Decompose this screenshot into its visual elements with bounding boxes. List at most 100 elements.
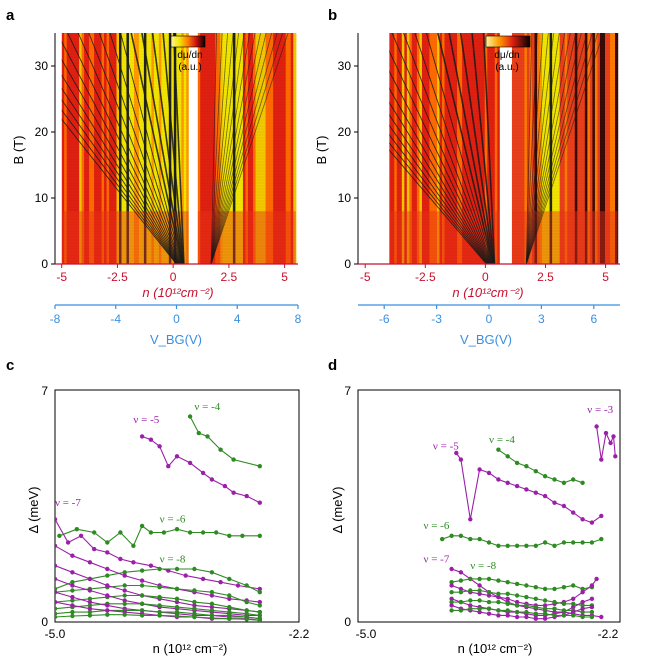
data-point	[589, 614, 595, 620]
data-point	[200, 576, 206, 582]
heatmap-strip	[106, 33, 110, 264]
heatmap-strip	[119, 33, 123, 264]
series-line	[55, 519, 260, 590]
vbg-tick-label: 8	[295, 312, 302, 326]
data-point	[240, 533, 245, 538]
data-point	[139, 613, 145, 618]
vbg-tick-label: 0	[486, 312, 493, 326]
heatmap-strip	[126, 33, 130, 264]
data-point	[589, 583, 595, 588]
heatmap-landau-line	[391, 33, 492, 264]
heatmap-xtick-label: 2.5	[537, 270, 554, 284]
heatmap-strip	[104, 33, 108, 264]
gap-plot-d-frame	[357, 389, 621, 623]
heatmap-b-y-ticks: 0 10 20 30	[338, 59, 358, 271]
heatmap-landau-line-right	[210, 33, 228, 264]
heatmap-strip	[222, 33, 226, 264]
heatmap-landau-line-right	[525, 33, 533, 264]
heatmap-strip	[607, 33, 611, 264]
series-line	[451, 598, 593, 616]
data-point	[257, 586, 262, 592]
vbg-tick-label: -4	[110, 312, 121, 326]
heatmap-ytick-label: 30	[338, 59, 352, 73]
heatmap-ytick-label: 10	[35, 191, 49, 205]
heatmap-strip	[278, 33, 282, 264]
heatmap-landau-line-right	[210, 33, 234, 264]
data-point	[187, 414, 193, 419]
data-point	[55, 563, 58, 568]
heatmap-empty-left	[55, 33, 62, 264]
data-point	[552, 599, 557, 605]
data-point	[561, 601, 567, 606]
data-point	[486, 470, 492, 476]
heatmap-gap	[188, 33, 198, 264]
heatmap-landau-line	[448, 33, 494, 264]
heatmap-strip	[542, 33, 546, 264]
data-point	[477, 576, 482, 582]
heatmap-a-vbg-ticks: -8 -4 0 4 8	[50, 305, 302, 326]
data-point	[174, 454, 180, 459]
nu-annotation: ν = -4	[194, 401, 220, 413]
data-point	[196, 430, 201, 436]
data-point	[505, 580, 510, 585]
series-line	[451, 604, 592, 620]
data-point	[161, 530, 167, 535]
nu-annotation: ν = -8	[470, 560, 496, 572]
heatmap-strip	[275, 33, 279, 264]
data-point	[174, 566, 180, 572]
heatmap-strip	[136, 33, 140, 264]
heatmap-strip	[74, 33, 78, 264]
data-point	[542, 606, 548, 611]
data-point	[209, 601, 215, 606]
heatmap-xtick-label: -5	[56, 270, 67, 284]
heatmap-landau-line	[88, 33, 181, 264]
series-line	[455, 452, 602, 524]
data-point	[468, 588, 473, 593]
heatmap-strip	[557, 33, 561, 264]
data-point	[524, 543, 529, 548]
gap-plot-d-annotations: ν = -3 ν = -5 ν = -4 ν = -6 ν = -7 ν = -8	[424, 404, 614, 572]
data-point	[187, 530, 193, 535]
heatmap-strip	[431, 33, 436, 264]
data-point	[139, 568, 145, 573]
heatmap-strip	[462, 33, 466, 264]
data-point	[209, 570, 215, 575]
data-point	[105, 603, 110, 608]
data-point	[599, 513, 604, 519]
gap-plot-c-xtick-right: -2.2	[289, 627, 310, 641]
heatmap-strip	[394, 33, 398, 264]
data-point	[122, 593, 127, 598]
heatmap-strip	[181, 33, 185, 264]
heatmap-strip	[467, 33, 471, 264]
heatmap-strip	[151, 33, 155, 264]
data-point	[552, 477, 557, 482]
gap-plot-panel-d: ν = -3 ν = -5 ν = -4 ν = -6 ν = -7 ν = -8 7 0…	[330, 384, 621, 656]
data-point	[87, 576, 93, 582]
data-point	[449, 596, 454, 601]
nu-annotation: ν = -5	[433, 441, 459, 453]
data-point	[139, 608, 145, 613]
data-point	[449, 590, 454, 595]
data-point	[70, 598, 75, 603]
nu-annotation: ν = -6	[424, 520, 450, 532]
heatmap-strip	[521, 33, 526, 264]
heatmap-strip	[293, 33, 297, 264]
data-point	[118, 530, 123, 535]
data-point	[580, 590, 585, 595]
heatmap-strip	[227, 33, 231, 264]
data-point	[552, 500, 557, 505]
heatmap-strip	[615, 33, 619, 264]
data-point	[70, 588, 75, 593]
heatmap-strip	[442, 33, 446, 264]
heatmap-strip	[605, 33, 609, 264]
heatmap-strip	[416, 33, 420, 264]
data-point	[87, 613, 93, 618]
data-point	[496, 594, 501, 600]
data-point	[55, 614, 58, 620]
heatmap-strip	[497, 33, 501, 264]
data-point	[92, 546, 97, 552]
data-point	[257, 618, 262, 622]
heatmap-landau-line-right	[210, 33, 289, 264]
data-point	[542, 586, 548, 592]
data-point	[139, 523, 145, 529]
